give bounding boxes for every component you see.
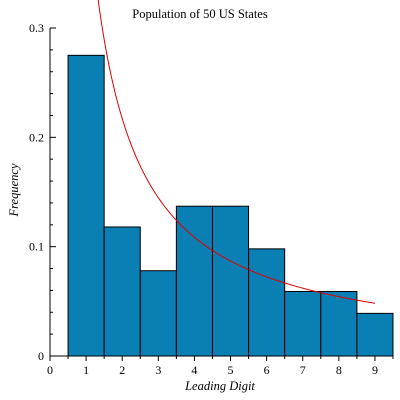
bar-9 bbox=[356, 312, 394, 357]
bar-4 bbox=[175, 205, 213, 357]
bar-6 bbox=[248, 248, 286, 357]
x-tick-label: 1 bbox=[83, 363, 89, 377]
bar-3 bbox=[139, 270, 177, 357]
y-tick-label: 0.2 bbox=[29, 130, 44, 144]
chart-title: Population of 50 US States bbox=[132, 7, 268, 21]
x-tick-label: 3 bbox=[155, 363, 161, 377]
x-tick-label: 6 bbox=[264, 363, 270, 377]
x-tick-label: 8 bbox=[336, 363, 342, 377]
y-tick-label: 0 bbox=[38, 349, 44, 363]
x-tick-label: 0 bbox=[47, 363, 53, 377]
benford-curve bbox=[97, 0, 376, 304]
y-axis-label: Frequency bbox=[7, 163, 21, 217]
bar-2 bbox=[103, 226, 141, 357]
bars-layer bbox=[67, 54, 394, 357]
x-tick-label: 7 bbox=[300, 363, 306, 377]
x-tick-label: 4 bbox=[191, 363, 197, 377]
bar-7 bbox=[284, 290, 322, 357]
bar-1 bbox=[67, 54, 105, 357]
y-tick-label: 0.1 bbox=[29, 240, 44, 254]
x-tick-label: 9 bbox=[372, 363, 378, 377]
bar-5 bbox=[211, 205, 250, 357]
x-tick-label: 2 bbox=[119, 363, 125, 377]
bar-8 bbox=[320, 290, 358, 357]
axes: 0 0.1 0.2 0.3 0 1 2 3 4 5 6 7 8 9 bbox=[29, 21, 394, 377]
y-tick-label: 0.3 bbox=[29, 21, 44, 35]
x-tick-label: 5 bbox=[228, 363, 234, 377]
x-axis-label: Leading Digit bbox=[184, 379, 255, 393]
